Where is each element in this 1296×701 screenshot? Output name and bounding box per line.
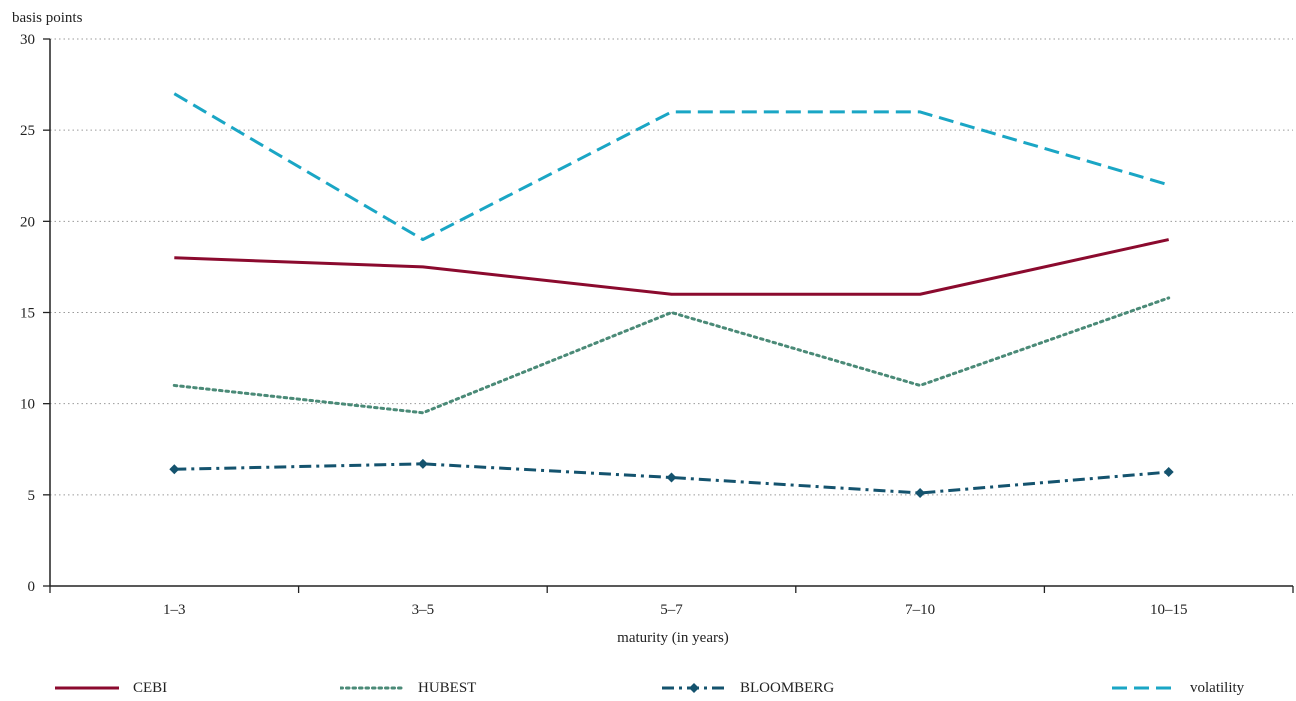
y-tick-label: 0 [28,579,36,595]
legend-swatch-cebi [55,686,119,690]
legend-swatch-hubest [340,686,404,690]
legend-swatch-volatility [1112,686,1176,690]
data-point-bloomberg [915,488,926,499]
y-axis-label: basis points [12,10,83,26]
series-line-bloomberg [174,462,1169,495]
legend-item-hubest: HUBEST [340,676,476,700]
x-tick-label: 7–10 [905,602,935,618]
x-axis-label: maturity (in years) [617,630,729,646]
gridlines [50,38,1293,496]
legend-label-hubest: HUBEST [418,679,477,696]
legend-swatch-bloomberg [662,683,726,693]
legend-item-volatility: volatility [1112,676,1244,700]
legend-marker [689,683,699,693]
y-tick-label: 25 [20,123,35,139]
data-point-bloomberg [666,472,677,483]
data-point-bloomberg [417,458,428,469]
x-tick-label: 1–3 [163,602,186,618]
series-line-cebi [174,238,1170,296]
x-tick-label: 3–5 [412,602,435,618]
legend: CEBI HUBEST BLOOMBERG volatility [0,676,1296,700]
series-line-hubest [172,296,1171,415]
y-tick-label: 15 [20,306,35,322]
series-line-volatility [173,92,1170,242]
y-tick-label: 30 [20,32,35,48]
line-chart: 0 5 10 15 20 25 30 1–3 3–5 5–7 7–10 10–15 basis poi… [12,10,1294,646]
data-point-bloomberg [1163,467,1174,478]
axes: 0 5 10 15 20 25 30 1–3 3–5 5–7 7–10 10–15 [20,32,1294,618]
legend-item-bloomberg: BLOOMBERG [662,676,834,700]
legend-label-cebi: CEBI [133,679,168,696]
legend-label-volatility: volatility [1190,679,1245,696]
legend-item-cebi: CEBI [55,676,167,700]
y-tick-label: 5 [28,488,36,504]
x-tick-label: 5–7 [660,602,683,618]
y-tick-label: 10 [20,397,35,413]
x-tick-label: 10–15 [1150,602,1188,618]
legend-label-bloomberg: BLOOMBERG [740,679,835,696]
series-lines [169,92,1174,499]
data-point-bloomberg [169,464,180,475]
y-tick-label: 20 [20,214,35,230]
